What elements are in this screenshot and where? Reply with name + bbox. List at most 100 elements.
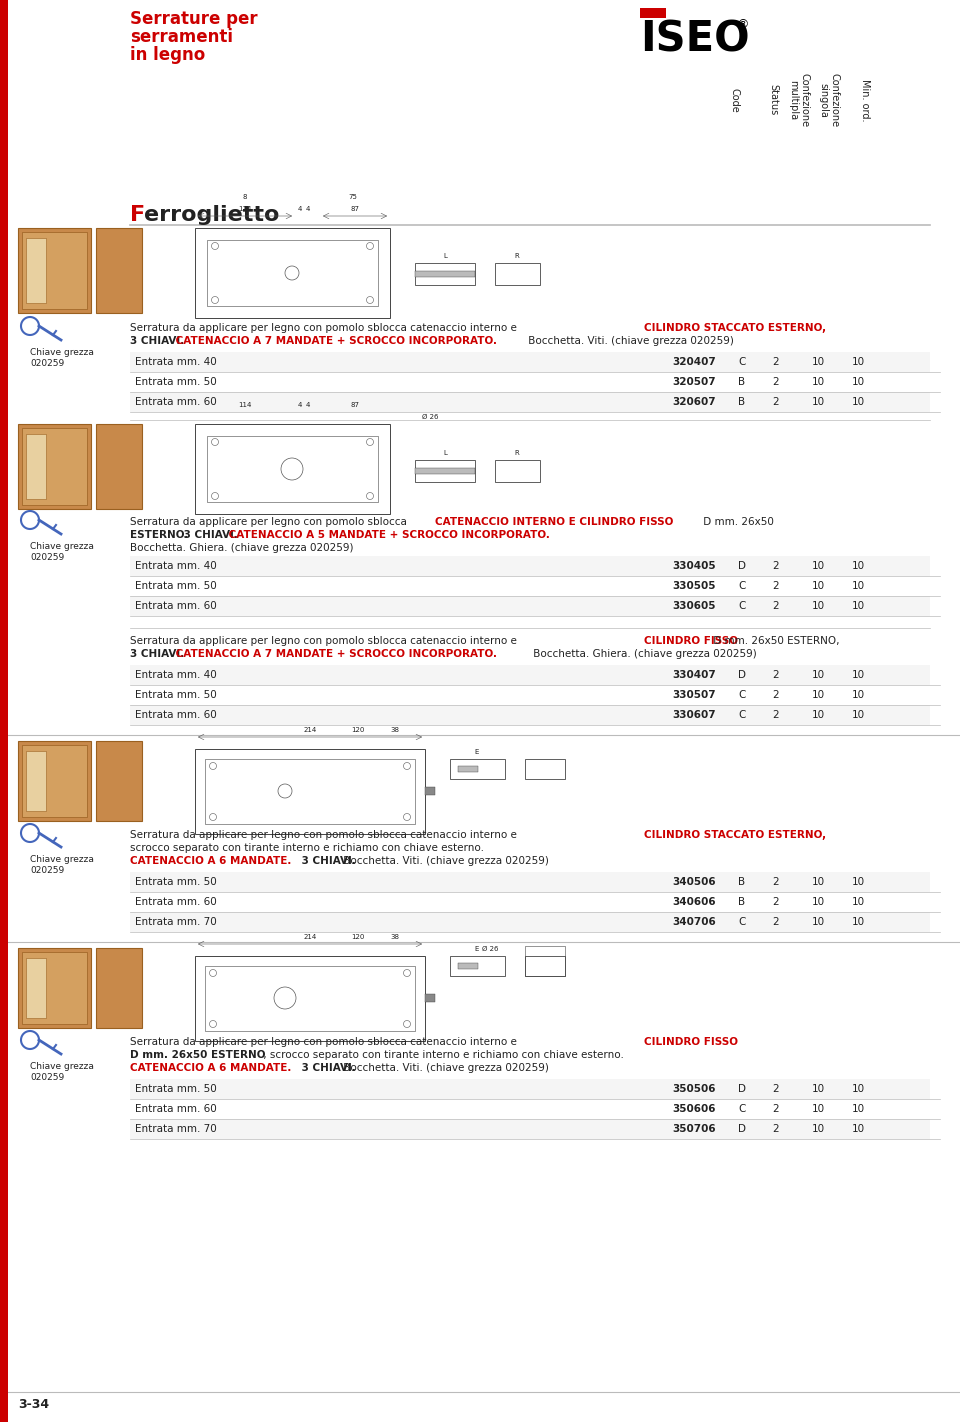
Bar [205,966,415,1031]
Text: Serrature per: Serrature per [130,10,257,28]
Text: Entrata mm. 60: Entrata mm. 60 [135,897,217,907]
Text: ®: ® [736,18,749,31]
Text: C: C [738,690,745,700]
Text: B: B [738,397,745,407]
Bar [18,228,91,313]
Bar [195,956,425,1041]
Text: Bocchetta. Viti. (chiave grezza 020259): Bocchetta. Viti. (chiave grezza 020259) [525,336,733,346]
Text: 4: 4 [298,402,302,408]
Text: 2: 2 [772,897,779,907]
Text: 10: 10 [852,877,865,887]
Text: 10: 10 [812,710,826,720]
Text: 10: 10 [852,397,865,407]
Text: , scrocco separato con tirante interno e richiamo con chiave esterno.: , scrocco separato con tirante interno e… [260,1049,624,1059]
Text: C: C [738,582,745,592]
Text: CILINDRO STACCATO ESTERNO,: CILINDRO STACCATO ESTERNO, [644,830,827,840]
Text: 38: 38 [391,934,399,940]
Text: ISEO: ISEO [640,18,750,60]
Text: 350706: 350706 [672,1123,715,1133]
Text: 320407: 320407 [672,357,716,367]
Bar [415,468,475,474]
Text: 10: 10 [812,377,826,387]
Text: Chiave grezza: Chiave grezza [30,542,94,550]
Text: 330605: 330605 [672,602,715,611]
Bar [130,1079,930,1099]
Text: 340506: 340506 [672,877,715,887]
Text: 2: 2 [772,917,779,927]
Text: 3 CHIAVI.: 3 CHIAVI. [298,856,356,866]
Text: Confezione
multipla: Confezione multipla [788,73,810,127]
Text: Bocchetta. Viti. (chiave grezza 020259): Bocchetta. Viti. (chiave grezza 020259) [340,856,549,866]
Bar [22,951,87,1024]
Text: Serratura da applicare per legno con pomolo sblocca catenaccio interno e: Serratura da applicare per legno con pom… [130,1037,520,1047]
Bar [525,956,565,975]
Text: 350506: 350506 [672,1084,715,1094]
Text: 020259: 020259 [30,866,64,875]
Text: 10: 10 [812,877,826,887]
Bar [205,759,415,823]
Bar [195,424,390,513]
Text: 10: 10 [812,602,826,611]
Bar [130,665,930,685]
Bar [495,263,540,284]
Text: erroglietto: erroglietto [144,205,279,225]
Text: 10: 10 [852,1084,865,1094]
Text: Entrata mm. 50: Entrata mm. 50 [135,1084,217,1094]
Bar [18,948,91,1028]
Text: 020259: 020259 [30,358,64,368]
Text: 8: 8 [243,193,248,201]
Text: L: L [444,449,447,456]
Text: Entrata mm. 60: Entrata mm. 60 [135,710,217,720]
Text: CATENACCIO A 6 MANDATE.: CATENACCIO A 6 MANDATE. [130,1064,292,1074]
Text: Entrata mm. 40: Entrata mm. 40 [135,670,217,680]
Text: CATENACCIO A 7 MANDATE + SCROCCO INCORPORATO.: CATENACCIO A 7 MANDATE + SCROCCO INCORPO… [172,648,497,658]
Text: B: B [738,377,745,387]
Text: 120: 120 [351,727,365,732]
Text: 4: 4 [306,402,310,408]
Text: 214: 214 [303,934,317,940]
Text: ESTERNO.: ESTERNO. [130,530,188,540]
Text: 87: 87 [350,206,359,212]
Text: Entrata mm. 40: Entrata mm. 40 [135,562,217,572]
Text: 10: 10 [852,602,865,611]
Bar [26,751,46,811]
Text: 330405: 330405 [672,562,715,572]
Text: 4: 4 [298,206,302,212]
Text: 2: 2 [772,1123,779,1133]
Text: 330507: 330507 [672,690,715,700]
Bar [26,237,46,303]
Text: R: R [515,449,519,456]
Text: D: D [738,1084,746,1094]
Text: C: C [738,602,745,611]
Text: 320507: 320507 [672,377,715,387]
Text: Chiave grezza: Chiave grezza [30,348,94,357]
Bar [22,745,87,818]
Text: 320607: 320607 [672,397,715,407]
Text: 10: 10 [812,562,826,572]
Bar [458,766,478,772]
Bar [415,459,475,482]
Text: Entrata mm. 70: Entrata mm. 70 [135,917,217,927]
Text: Bocchetta. Viti. (chiave grezza 020259): Bocchetta. Viti. (chiave grezza 020259) [340,1064,549,1074]
Text: serramenti: serramenti [130,28,233,46]
Text: 10: 10 [812,1084,826,1094]
Text: CATENACCIO A 5 MANDATE + SCROCCO INCORPORATO.: CATENACCIO A 5 MANDATE + SCROCCO INCORPO… [225,530,550,540]
Text: L: L [444,253,447,259]
Text: 10: 10 [812,1103,826,1113]
Text: CATENACCIO A 6 MANDATE.: CATENACCIO A 6 MANDATE. [130,856,292,866]
Text: 38: 38 [391,727,399,732]
Text: 2: 2 [772,710,779,720]
Text: 2: 2 [772,1103,779,1113]
Text: Min. ord.: Min. ord. [860,78,870,121]
Bar [640,9,666,18]
Bar [96,424,142,509]
Text: 10: 10 [812,1123,826,1133]
Text: 214: 214 [303,727,317,732]
Text: 340606: 340606 [672,897,715,907]
Text: CILINDRO FISSO: CILINDRO FISSO [644,1037,738,1047]
Text: 2: 2 [772,602,779,611]
Bar [207,437,378,502]
Text: 330407: 330407 [672,670,716,680]
Text: C: C [738,917,745,927]
Text: 4: 4 [306,206,310,212]
